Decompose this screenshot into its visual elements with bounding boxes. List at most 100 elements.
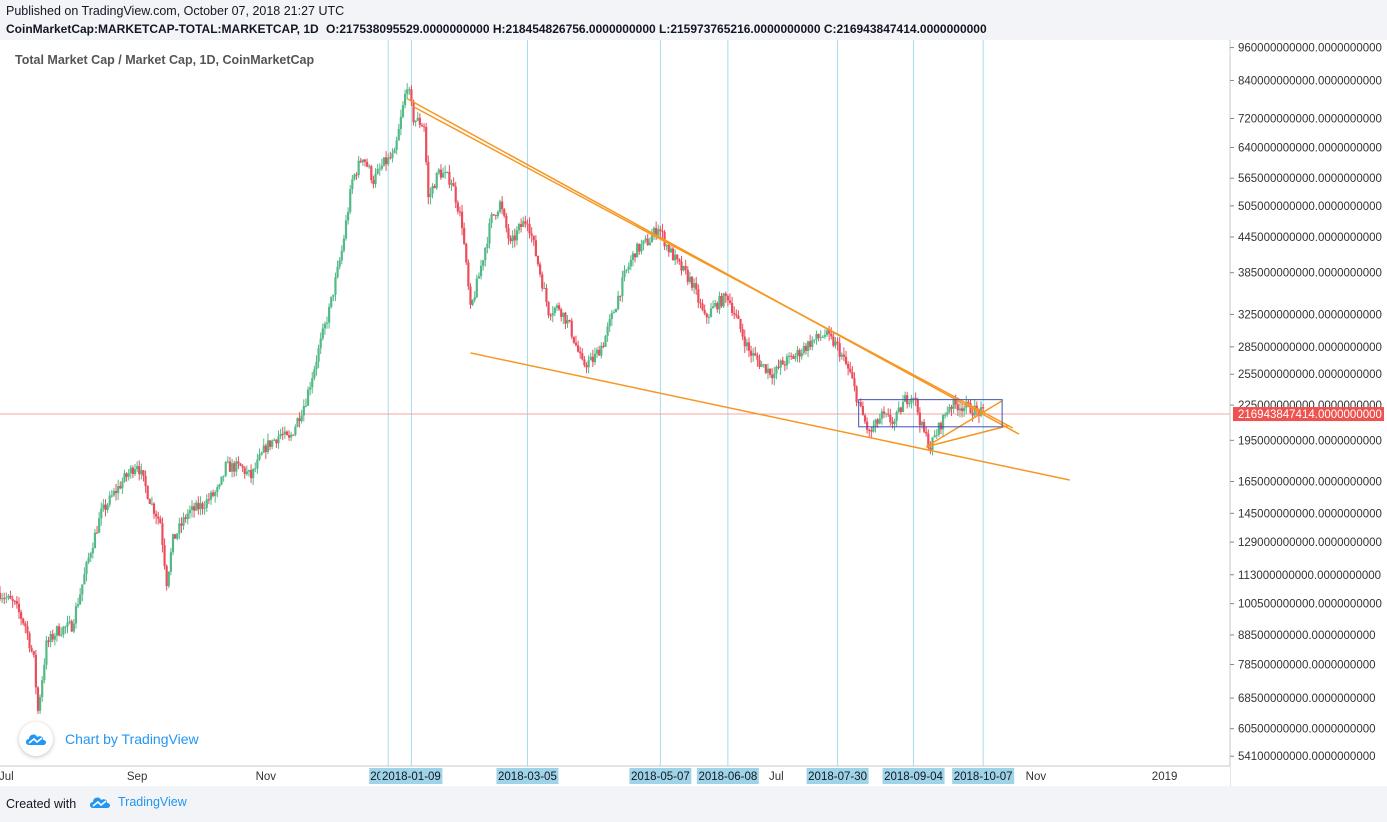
candle-body bbox=[762, 364, 765, 366]
candle-body bbox=[353, 174, 356, 180]
candle-body bbox=[844, 356, 848, 364]
candle-body bbox=[532, 235, 535, 241]
candle-body bbox=[471, 300, 474, 305]
candle-body bbox=[543, 288, 546, 290]
last-price-label: 216943847414.0000000000 bbox=[1238, 409, 1382, 421]
candle-body bbox=[912, 397, 915, 399]
tradingview-watermark[interactable]: Chart by TradingView bbox=[19, 722, 199, 756]
candle-body bbox=[100, 508, 103, 519]
candle-body bbox=[557, 305, 561, 310]
date-marker-label: 2018-07-30 bbox=[808, 771, 867, 783]
candle-body bbox=[758, 359, 761, 367]
candle-body bbox=[93, 532, 97, 549]
candle-body bbox=[659, 229, 662, 231]
price-tick-label: 445000000000.0000000000 bbox=[1238, 232, 1382, 244]
candle-body bbox=[387, 157, 390, 165]
candle-body bbox=[941, 414, 945, 430]
candle-body bbox=[155, 513, 158, 517]
candle-body bbox=[209, 492, 213, 500]
candle-body bbox=[657, 229, 660, 236]
candle-body bbox=[277, 436, 280, 444]
candle-body bbox=[144, 475, 147, 487]
candle-body bbox=[667, 244, 670, 253]
candle-body bbox=[444, 172, 447, 174]
candle-body bbox=[549, 315, 552, 317]
candle-body bbox=[441, 173, 445, 178]
candle-body bbox=[891, 421, 894, 424]
candle-body bbox=[300, 415, 303, 422]
candle-body bbox=[260, 452, 263, 455]
candle-body bbox=[638, 243, 641, 252]
candle-body bbox=[963, 407, 966, 412]
candle-body bbox=[142, 470, 145, 476]
tradingview-brand-link[interactable]: TradingView bbox=[88, 795, 187, 809]
candle-body bbox=[11, 598, 14, 601]
chart-container[interactable]: 960000000000.0000000000 840000000000.0000… bbox=[0, 40, 1387, 786]
candle-body bbox=[783, 364, 786, 366]
candle-body bbox=[524, 221, 527, 224]
candle-body bbox=[743, 336, 746, 347]
candle-body bbox=[323, 323, 327, 329]
candle-body bbox=[43, 664, 46, 681]
date-marker-tag bbox=[696, 768, 759, 784]
time-tick-label: Sep bbox=[127, 771, 147, 783]
candle-body bbox=[197, 502, 200, 510]
candle-body bbox=[885, 413, 888, 415]
candle-body bbox=[429, 193, 432, 198]
candle-body bbox=[319, 338, 322, 349]
date-marker-tag bbox=[882, 768, 945, 784]
trendline bbox=[413, 106, 1014, 429]
candle-body bbox=[79, 594, 82, 605]
candle-body bbox=[982, 407, 985, 409]
candle-body bbox=[184, 517, 187, 520]
candle-body bbox=[678, 259, 681, 262]
candle-body bbox=[819, 337, 822, 339]
price-tick-label: 285000000000.0000000000 bbox=[1238, 342, 1382, 354]
candle-body bbox=[233, 463, 236, 472]
candle-body bbox=[104, 504, 107, 510]
candle-body bbox=[697, 289, 700, 303]
candle-body bbox=[562, 312, 565, 317]
candle-body bbox=[920, 421, 924, 426]
candle-body bbox=[368, 166, 371, 168]
candle-body bbox=[593, 353, 597, 363]
candle-body bbox=[952, 399, 955, 409]
candle-body bbox=[211, 492, 215, 496]
candle-body bbox=[718, 296, 721, 310]
candle-body bbox=[123, 473, 126, 482]
candle-body bbox=[644, 238, 647, 241]
candle-body bbox=[842, 354, 846, 357]
candle-body bbox=[5, 597, 8, 599]
candle-body bbox=[650, 235, 654, 243]
candle-body bbox=[823, 334, 827, 337]
candle-body bbox=[479, 265, 483, 277]
candle-body bbox=[899, 407, 902, 413]
candle-body bbox=[70, 621, 73, 632]
candle-body bbox=[486, 243, 489, 248]
candle-body bbox=[631, 253, 635, 260]
candle-body bbox=[60, 634, 63, 636]
candle-body bbox=[836, 341, 839, 344]
price-tick-label: 88500000000.0000000000 bbox=[1238, 630, 1376, 642]
candle-body bbox=[815, 333, 818, 340]
candle-body bbox=[214, 491, 217, 496]
candle-body bbox=[83, 573, 86, 585]
candle-body bbox=[787, 355, 791, 357]
symbol-name: CoinMarketCap:MARKETCAP-TOTAL:MARKETCAP,… bbox=[6, 22, 319, 36]
candle-body bbox=[146, 486, 149, 499]
price-chart[interactable]: 960000000000.0000000000 840000000000.0000… bbox=[0, 40, 1387, 786]
candle-body bbox=[414, 120, 417, 123]
candle-body bbox=[169, 552, 172, 572]
candle-body bbox=[57, 626, 61, 636]
candle-body bbox=[290, 434, 293, 438]
candle-body bbox=[336, 266, 339, 278]
price-tick-label: 54100000000.0000000000 bbox=[1238, 751, 1376, 763]
candle-body bbox=[536, 256, 540, 265]
candle-body bbox=[391, 153, 394, 159]
candle-body bbox=[929, 447, 932, 450]
price-tick-label: 60500000000.0000000000 bbox=[1238, 724, 1376, 736]
candle-body bbox=[509, 238, 512, 242]
candle-body bbox=[30, 648, 33, 652]
candle-body bbox=[589, 356, 592, 361]
candle-body bbox=[494, 215, 497, 217]
